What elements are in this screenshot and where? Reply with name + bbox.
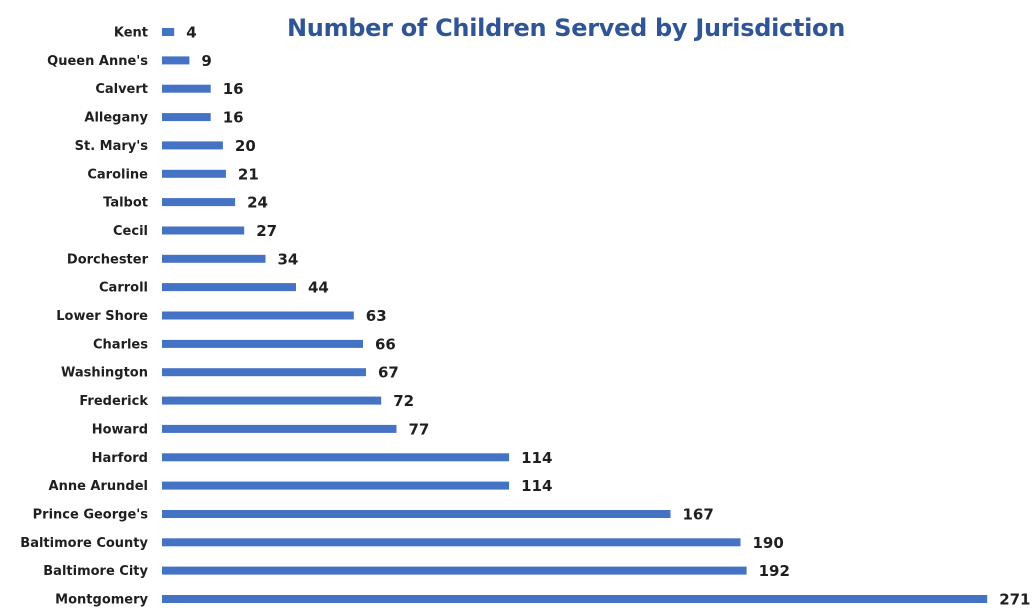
- category-label: Calvert: [95, 82, 148, 97]
- bar-prince-george-s: [162, 510, 671, 518]
- category-label: Harford: [92, 451, 148, 466]
- category-label: Lower Shore: [56, 309, 148, 324]
- bar-dorchester: [162, 254, 266, 263]
- category-label: Cecil: [113, 224, 148, 239]
- bar-talbot: [162, 198, 236, 207]
- bar-lower-shore: [162, 311, 354, 320]
- value-label: 16: [223, 109, 244, 127]
- bar-baltimore-county: [162, 538, 741, 547]
- value-label: 167: [683, 506, 714, 524]
- bar-calvert: [162, 84, 211, 93]
- bar-washington: [162, 368, 366, 377]
- value-label: 9: [201, 52, 211, 70]
- value-label: 114: [521, 477, 552, 495]
- category-label: Caroline: [87, 167, 148, 182]
- category-label: Frederick: [79, 394, 148, 409]
- category-label: Prince George's: [33, 508, 149, 523]
- bar-montgomery: [162, 595, 988, 603]
- bar-frederick: [162, 396, 382, 405]
- category-label: Washington: [61, 366, 148, 381]
- value-label: 67: [378, 364, 399, 382]
- category-label: Dorchester: [67, 252, 149, 267]
- value-label: 271: [999, 591, 1030, 608]
- bar-st-mary-s: [162, 141, 223, 150]
- value-label: 192: [759, 562, 790, 580]
- category-label: St. Mary's: [75, 139, 149, 154]
- category-label: Anne Arundel: [49, 479, 148, 494]
- bar-queen-anne-s: [162, 56, 190, 65]
- value-label: 34: [278, 250, 299, 268]
- value-label: 66: [375, 335, 396, 353]
- value-label: 190: [753, 534, 784, 552]
- value-label: 63: [366, 307, 387, 325]
- bar-harford: [162, 453, 510, 462]
- category-label: Charles: [93, 337, 148, 352]
- value-label: 21: [238, 165, 259, 183]
- value-label: 72: [393, 392, 414, 410]
- value-label: 44: [308, 279, 329, 297]
- bar-caroline: [162, 169, 226, 178]
- bar-carroll: [162, 283, 296, 292]
- category-label: Queen Anne's: [47, 54, 148, 69]
- bar-cecil: [162, 226, 245, 235]
- value-label: 4: [186, 24, 196, 42]
- chart-title: Number of Children Served by Jurisdictio…: [287, 14, 846, 42]
- bar-baltimore-city: [162, 566, 747, 575]
- category-label: Kent: [114, 26, 148, 41]
- bar-allegany: [162, 113, 211, 122]
- category-label: Carroll: [99, 281, 148, 296]
- bar-charles: [162, 339, 363, 348]
- value-label: 24: [247, 194, 268, 212]
- category-label: Baltimore County: [20, 536, 148, 551]
- category-label: Talbot: [103, 196, 148, 211]
- bar-howard: [162, 424, 397, 433]
- bar-kent: [162, 28, 175, 36]
- bar-anne-arundel: [162, 481, 510, 490]
- value-label: 20: [235, 137, 256, 155]
- category-label: Montgomery: [55, 593, 148, 608]
- category-label: Baltimore City: [43, 564, 148, 579]
- value-label: 16: [223, 80, 244, 98]
- category-label: Allegany: [84, 111, 148, 126]
- value-label: 114: [521, 449, 552, 467]
- category-label: Howard: [92, 422, 148, 437]
- value-label: 77: [409, 420, 430, 438]
- value-label: 27: [256, 222, 277, 240]
